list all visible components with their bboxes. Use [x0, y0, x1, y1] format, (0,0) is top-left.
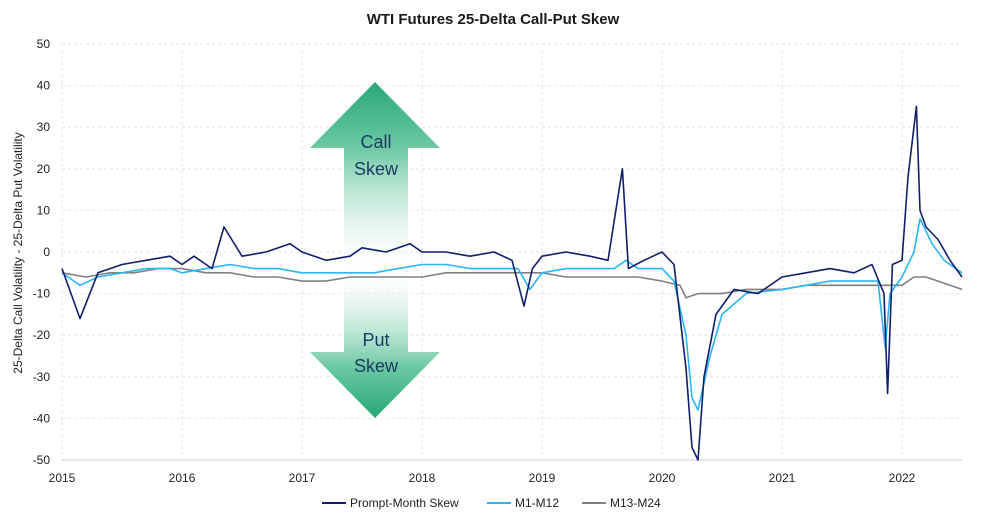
legend-label-m13-m24: M13-M24 — [610, 496, 661, 510]
put-skew-label-line2: Skew — [354, 356, 399, 376]
legend-label-m1-m12: M1-M12 — [515, 496, 559, 510]
skew-arrow: Call Skew Put Skew — [310, 82, 440, 418]
x-tick-label: 2015 — [49, 471, 76, 485]
x-tick-label: 2022 — [889, 471, 916, 485]
chart-title: WTI Futures 25-Delta Call-Put Skew — [367, 11, 620, 28]
x-tick-label: 2021 — [769, 471, 796, 485]
series-line-m1-m12 — [61, 217, 963, 411]
y-axis-label: 25-Delta Call Volatility - 25-Delta Put … — [11, 132, 25, 373]
put-skew-arrow-down — [310, 270, 440, 418]
call-skew-arrow-up — [310, 82, 440, 270]
call-skew-label-line2: Skew — [354, 159, 399, 179]
series-line-prompt-month-skew — [61, 105, 963, 461]
legend-label-prompt-month: Prompt-Month Skew — [350, 496, 459, 510]
y-tick-labels: 50 40 30 20 10 0 -10 -20 -30 -40 -50 — [33, 37, 51, 467]
y-tick-label: 10 — [37, 203, 51, 217]
x-tick-label: 2018 — [409, 471, 436, 485]
y-tick-label: -20 — [33, 328, 51, 342]
call-skew-label-line1: Call — [360, 132, 391, 152]
put-skew-label-line1: Put — [362, 330, 389, 350]
y-tick-label: -40 — [33, 411, 51, 425]
y-tick-label: 0 — [43, 245, 50, 259]
y-tick-label: 20 — [37, 162, 51, 176]
y-tick-label: -30 — [33, 370, 51, 384]
x-tick-label: 2016 — [169, 471, 196, 485]
y-tick-label: 50 — [37, 37, 51, 51]
x-tick-label: 2020 — [649, 471, 676, 485]
y-tick-label: -10 — [33, 287, 51, 301]
y-tick-label: 30 — [37, 120, 51, 134]
x-tick-label: 2017 — [289, 471, 316, 485]
x-tick-labels: 2015 2016 2017 2018 2019 2020 2021 2022 — [49, 471, 916, 485]
series-lines — [61, 105, 963, 461]
legend: Prompt-Month Skew M1-M12 M13-M24 — [322, 496, 661, 510]
x-tick-label: 2019 — [529, 471, 556, 485]
y-tick-label: -50 — [33, 453, 51, 467]
gridlines — [61, 43, 962, 461]
y-tick-label: 40 — [37, 79, 51, 93]
